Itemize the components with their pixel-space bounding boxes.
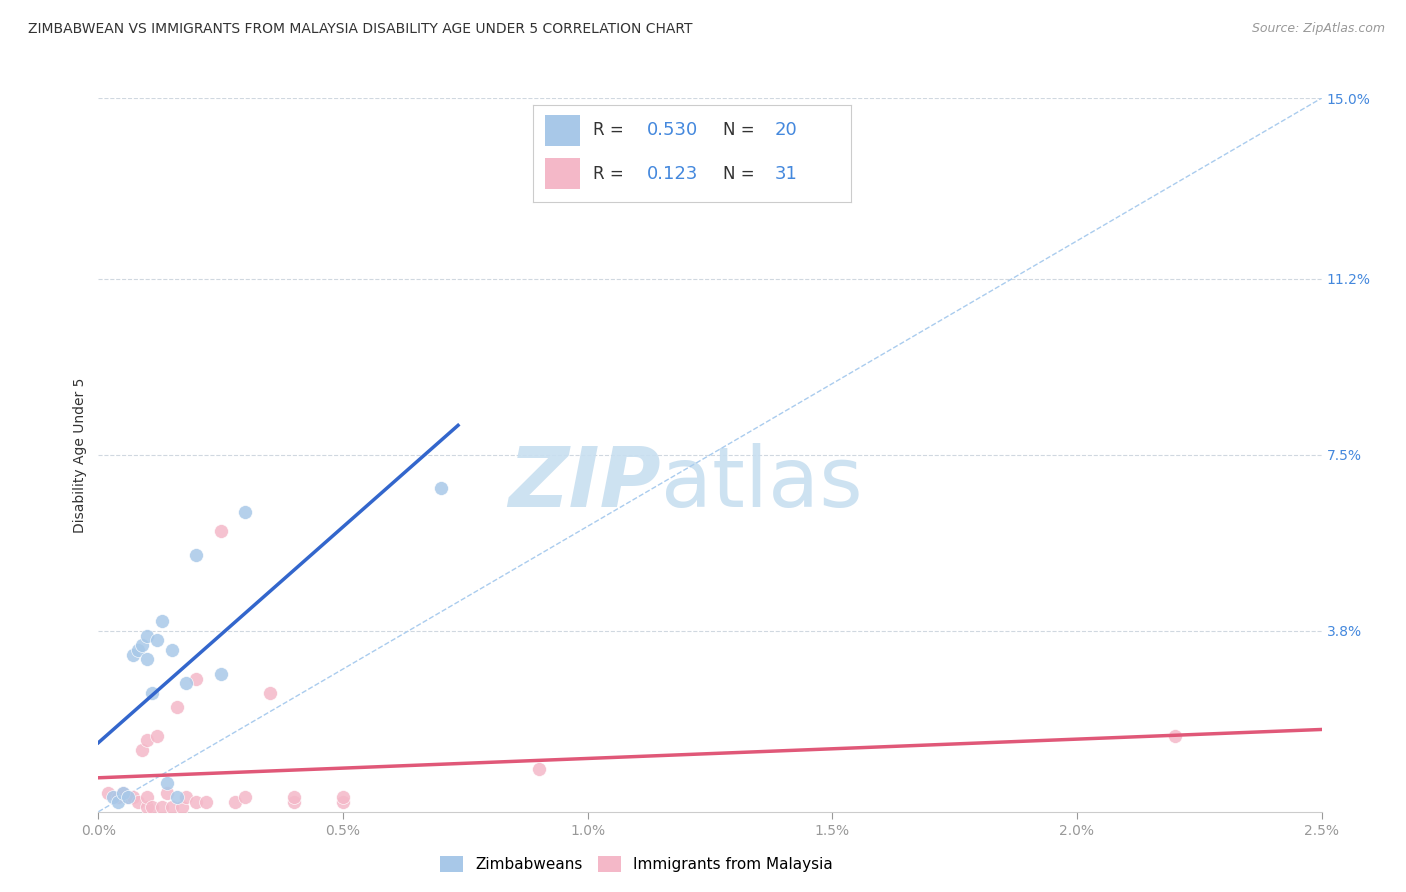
- Point: [136, 800, 159, 814]
- Point: [224, 795, 246, 809]
- Point: [195, 795, 218, 809]
- Point: [146, 729, 169, 743]
- Y-axis label: Disability Age Under 5: Disability Age Under 5: [73, 377, 87, 533]
- Point: [176, 676, 198, 690]
- Point: [97, 786, 120, 800]
- Point: [176, 790, 198, 805]
- Point: [127, 643, 149, 657]
- Point: [283, 795, 305, 809]
- Point: [141, 800, 163, 814]
- Point: [111, 786, 134, 800]
- Point: [107, 795, 129, 809]
- Point: [283, 790, 305, 805]
- Text: ZIP: ZIP: [509, 443, 661, 524]
- Point: [170, 800, 193, 814]
- Point: [186, 548, 208, 562]
- Text: Source: ZipAtlas.com: Source: ZipAtlas.com: [1251, 22, 1385, 36]
- Point: [136, 733, 159, 747]
- Point: [101, 790, 124, 805]
- Point: [527, 762, 550, 776]
- Point: [209, 666, 232, 681]
- Point: [156, 776, 179, 790]
- Point: [186, 672, 208, 686]
- Point: [141, 686, 163, 700]
- Point: [166, 790, 188, 805]
- Point: [131, 743, 153, 757]
- Point: [131, 638, 153, 652]
- Point: [259, 686, 281, 700]
- Point: [121, 648, 143, 662]
- Point: [332, 795, 354, 809]
- Point: [117, 790, 139, 805]
- Point: [127, 795, 149, 809]
- Point: [121, 790, 143, 805]
- Point: [146, 633, 169, 648]
- Point: [150, 800, 173, 814]
- Point: [209, 524, 232, 538]
- Text: atlas: atlas: [661, 443, 863, 524]
- Legend: Zimbabweans, Immigrants from Malaysia: Zimbabweans, Immigrants from Malaysia: [440, 856, 832, 871]
- Point: [117, 790, 139, 805]
- Point: [430, 481, 453, 495]
- Point: [160, 643, 183, 657]
- Point: [166, 700, 188, 714]
- Point: [186, 795, 208, 809]
- Point: [156, 786, 179, 800]
- Point: [233, 505, 256, 519]
- Point: [233, 790, 256, 805]
- Point: [1164, 729, 1187, 743]
- Text: ZIMBABWEAN VS IMMIGRANTS FROM MALAYSIA DISABILITY AGE UNDER 5 CORRELATION CHART: ZIMBABWEAN VS IMMIGRANTS FROM MALAYSIA D…: [28, 22, 693, 37]
- Point: [111, 786, 134, 800]
- Point: [332, 790, 354, 805]
- Point: [136, 652, 159, 666]
- Point: [150, 615, 173, 629]
- Point: [136, 629, 159, 643]
- Point: [136, 790, 159, 805]
- Point: [107, 790, 129, 805]
- Point: [160, 800, 183, 814]
